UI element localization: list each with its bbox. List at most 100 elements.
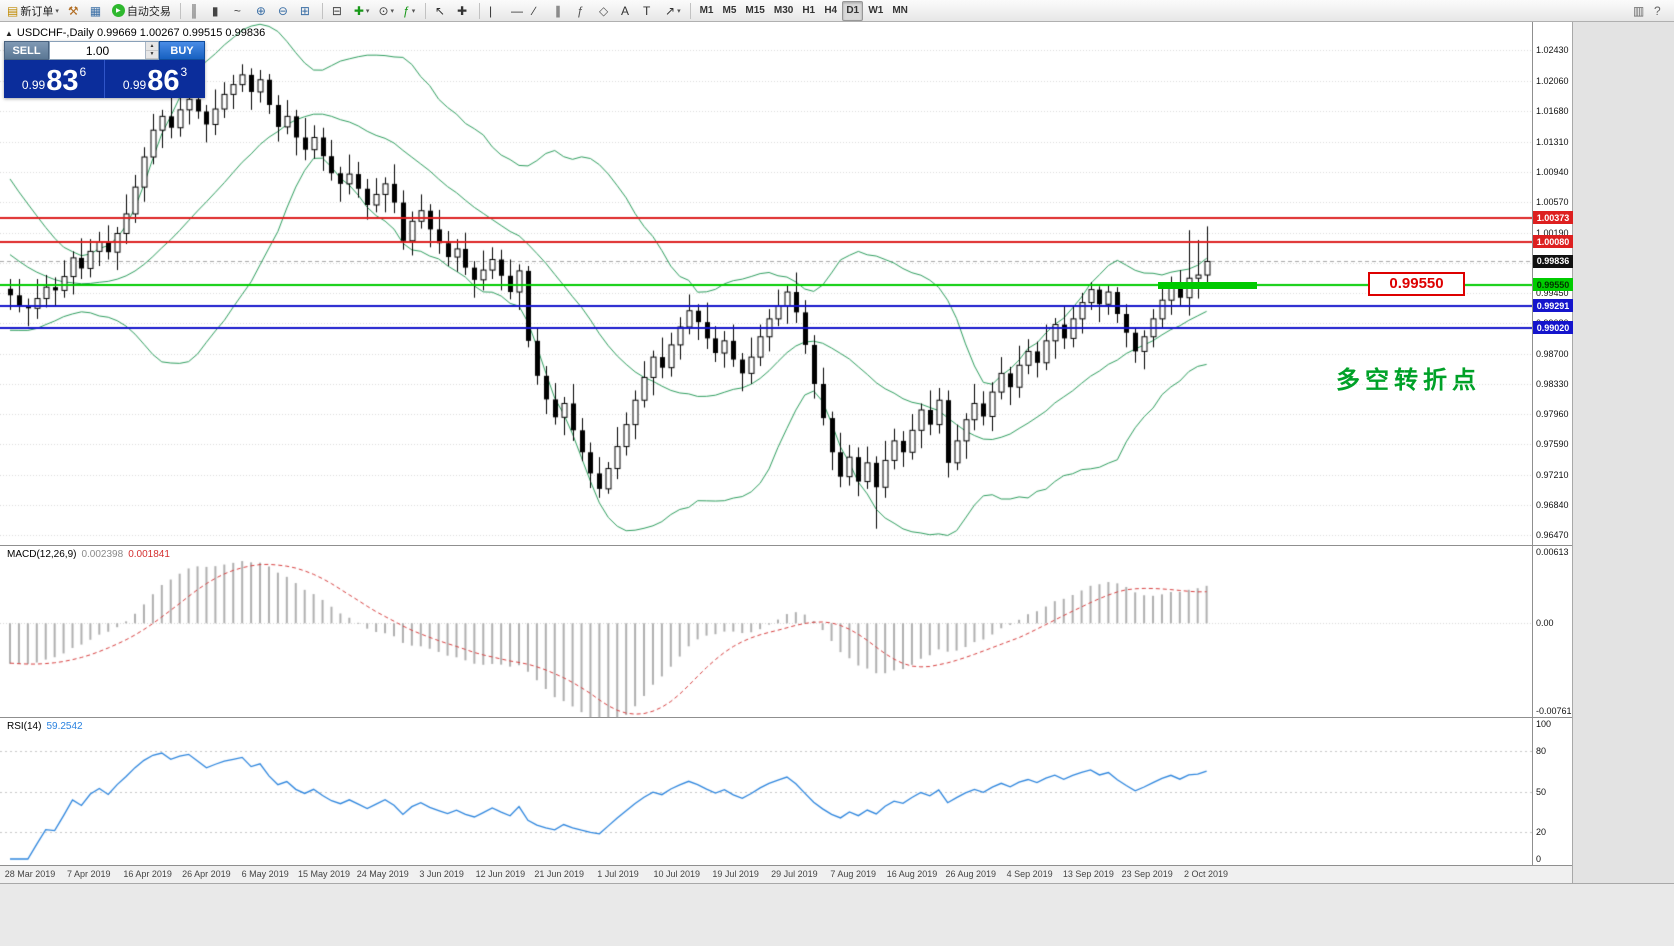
candlestick-chart-icon[interactable]: ▮ (208, 1, 229, 21)
current-price-badge: 0.99836 (1533, 254, 1573, 268)
timeframe-m30-button[interactable]: M30 (770, 1, 797, 21)
symbol-info-text: USDCHF-,Daily 0.99669 1.00267 0.99515 0.… (16, 27, 266, 39)
grid-icon: ⊞ (299, 3, 310, 18)
timeframe-h4-button[interactable]: H4 (820, 1, 841, 21)
trendline-icon: ∕ (533, 3, 536, 18)
highlight-segment[interactable] (1158, 281, 1257, 289)
horizontal-line-icon: — (511, 3, 524, 18)
time-axis[interactable]: 28 Mar 2019 7 Apr 2019 16 Apr 2019 26 Apr 2… (0, 865, 1572, 883)
macd-axis[interactable]: 0.00613 0.00 -0.00761 (1532, 546, 1572, 717)
timeframe-m5-button[interactable]: M5 (719, 1, 741, 21)
timeframe-h1-button[interactable]: H1 (798, 1, 819, 21)
shapes-icon[interactable]: ◇ (595, 1, 616, 21)
fibonacci-icon[interactable]: ƒ (573, 1, 594, 21)
date-label: 28 Mar 2019 (4, 869, 56, 879)
tile-windows-icon[interactable]: ⊟ (328, 1, 349, 21)
main-chart-canvas[interactable] (0, 22, 1532, 545)
help-icon: ? (1654, 3, 1661, 18)
dropdown-caret-icon: ▾ (390, 7, 395, 15)
chart-window-icon[interactable]: ▦ (86, 1, 107, 21)
expand-arrow-icon[interactable]: ▲ (5, 28, 13, 38)
date-label: 10 Jul 2019 (653, 869, 701, 879)
dropdown-caret-icon: ▾ (55, 7, 59, 15)
new-order-button[interactable]: ▤ 新订单 ▾ (3, 1, 63, 21)
date-label: 24 May 2019 (356, 869, 409, 879)
help-icon[interactable]: ? (1650, 1, 1671, 21)
volume-input[interactable] (50, 42, 145, 59)
auto-trading-button[interactable]: ▶ 自动交易 (108, 1, 175, 21)
shapes-icon: ◇ (599, 3, 609, 18)
vertical-line-icon: | (489, 3, 493, 18)
buy-price-display[interactable]: 0.99 86 3 (105, 60, 205, 98)
cursor-icon[interactable]: ↖ (431, 1, 452, 21)
candlestick-chart-icon: ▮ (211, 3, 219, 18)
rsi-axis[interactable]: 100 80 50 20 0 (1532, 718, 1572, 865)
indicators-button[interactable]: ƒ ▾ (399, 1, 420, 21)
timeframe-m1-button-label: M1 (699, 5, 714, 16)
chart-workspace: ▲ USDCHF-,Daily 0.99669 1.00267 0.99515 … (0, 22, 1674, 883)
chart-window: ▲ USDCHF-,Daily 0.99669 1.00267 0.99515 … (0, 22, 1573, 883)
price-axis-label: 1.02060 (1536, 75, 1569, 86)
date-label: 16 Aug 2019 (886, 869, 938, 879)
text-icon[interactable]: A (617, 1, 638, 21)
arrows-icon[interactable]: ↗ ▾ (661, 1, 685, 21)
horizontal-line-icon[interactable]: — (507, 1, 528, 21)
price-axis-label: 0.98700 (1536, 348, 1569, 359)
price-level-badge: 1.00080 (1533, 235, 1573, 249)
timeframe-m15-button[interactable]: M15 (741, 1, 768, 21)
arrows-icon: ↗ (665, 3, 676, 18)
volume-stepper-up[interactable]: ▲ (146, 42, 158, 51)
price-axis[interactable]: 1.02430 1.02060 1.01680 1.01310 1.00940 1.005… (1532, 22, 1573, 545)
timeframe-w1-button[interactable]: W1 (864, 1, 887, 21)
trendline-icon[interactable]: ∕ (529, 1, 550, 21)
zoom-in-icon: ⊕ (255, 3, 266, 18)
price-level-badge: 0.99291 (1533, 299, 1573, 313)
zoom-out-icon: ⊖ (277, 3, 288, 18)
buy-price-big: 86 (147, 65, 180, 97)
sell-button[interactable]: SELL (4, 41, 49, 60)
zoom-in-icon[interactable]: ⊕ (252, 1, 273, 21)
turning-point-annotation[interactable]: 多空转折点 (1336, 367, 1481, 394)
date-label: 15 May 2019 (297, 869, 351, 879)
zoom-out-icon[interactable]: ⊖ (274, 1, 295, 21)
price-axis-label: 1.02430 (1536, 45, 1569, 56)
macd-name: MACD(12,26,9) (7, 549, 77, 560)
date-label: 7 Apr 2019 (67, 869, 111, 879)
date-label: 3 Jun 2019 (419, 869, 464, 879)
bar-chart-icon[interactable]: ║ (186, 1, 207, 21)
volume-stepper-down[interactable]: ▼ (146, 50, 158, 59)
crosshair-icon[interactable]: ✚ (453, 1, 474, 21)
print-icon[interactable]: ▥ (1629, 1, 1650, 21)
dropdown-caret-icon: ▾ (411, 7, 416, 15)
timeframe-m1-button[interactable]: M1 (696, 1, 718, 21)
macd-canvas[interactable] (0, 546, 1532, 717)
line-chart-icon[interactable]: ~ (230, 1, 251, 21)
text-label-icon[interactable]: T (639, 1, 660, 21)
auto-trading-button-label: 自动交易 (126, 5, 171, 18)
price-level-callout[interactable]: 0.99550 (1368, 271, 1465, 296)
toolbar: ▤ 新订单 ▾ ⚒ ▦ ▶ 自动交易 ║ ▮ ~ ⊕ ⊖ ⊞ ⊟ ✚ ▾ ⊙ ▾ ƒ ▾ ↖ ✚ | — ∕ ∥ ƒ ◇ A T ↗ ▾ M1 M… (0, 0, 1674, 22)
macd-value-main: 0.002398 (81, 549, 124, 560)
timeframe-mn-button[interactable]: MN (888, 1, 912, 21)
metaeditor-icon[interactable]: ⚒ (64, 1, 85, 21)
macd-axis-label: -0.00761 (1536, 706, 1572, 716)
sell-price-display[interactable]: 0.99 83 6 (4, 60, 104, 98)
macd-axis-label: 0.00 (1536, 618, 1554, 629)
buy-price-pips: 3 (180, 65, 188, 79)
sell-price-pips: 6 (79, 65, 87, 79)
timeframe-d1-button[interactable]: D1 (842, 0, 864, 21)
new-chart-button[interactable]: ✚ ▾ (350, 1, 374, 21)
new-chart-icon: ✚ (353, 3, 364, 18)
date-label: 21 Jun 2019 (534, 869, 584, 879)
profiles-icon[interactable]: ⊙ ▾ (374, 1, 398, 21)
sell-price-prefix: 0.99 (21, 78, 46, 92)
grid-icon[interactable]: ⊞ (296, 1, 317, 21)
timeframe-h1-button-label: H1 (802, 5, 816, 16)
price-axis-label: 1.01310 (1536, 136, 1569, 147)
price-axis-label: 1.00190 (1536, 227, 1569, 238)
buy-button[interactable]: BUY (159, 41, 205, 60)
channel-icon[interactable]: ∥ (551, 1, 572, 21)
rsi-canvas[interactable] (0, 718, 1532, 865)
vertical-line-icon[interactable]: | (485, 1, 506, 21)
